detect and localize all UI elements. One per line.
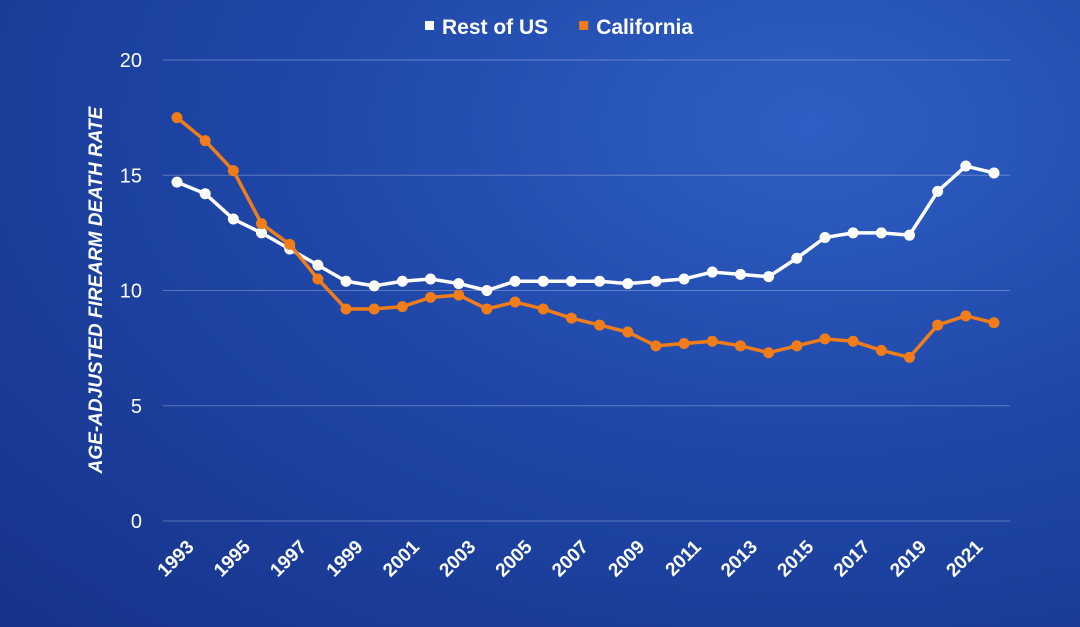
data-point: [819, 333, 831, 345]
legend-marker: [425, 21, 434, 30]
x-tick-label: 2021: [943, 536, 988, 581]
data-point: [988, 317, 1000, 329]
x-tick-label: 2013: [717, 537, 762, 582]
data-point: [875, 344, 887, 356]
y-tick-label: 20: [120, 50, 142, 72]
series-line: [176, 164, 995, 293]
data-point: [594, 275, 606, 287]
data-point: [650, 275, 662, 287]
data-point: [594, 319, 606, 331]
data-point: [960, 160, 972, 172]
data-point: [734, 268, 746, 280]
data-point: [706, 335, 718, 347]
series-0: [171, 160, 1000, 296]
y-axis-ticks: 0 5 10 15 20: [120, 50, 142, 533]
data-point: [622, 278, 634, 290]
y-axis-label: AGE-ADJUSTED FIREARM DEATH RATE: [86, 105, 107, 474]
x-tick-label: 2011: [662, 536, 706, 580]
legend-label: California: [596, 16, 693, 39]
data-point: [678, 273, 690, 285]
legend: Rest of US California: [425, 16, 693, 39]
data-point: [227, 213, 239, 225]
data-point: [763, 347, 775, 359]
data-point: [819, 231, 831, 243]
y-tick-label: 5: [131, 396, 142, 418]
data-point: [396, 275, 408, 287]
data-point: [171, 112, 183, 124]
data-point: [537, 275, 549, 287]
x-tick-label: 2017: [830, 537, 875, 582]
legend-label: Rest of US: [442, 16, 548, 39]
data-point: [622, 326, 634, 338]
data-point: [537, 303, 549, 315]
grid-lines: [163, 59, 1010, 522]
data-point: [903, 351, 915, 363]
data-point: [791, 340, 803, 352]
data-point: [481, 303, 493, 315]
data-point: [340, 303, 352, 315]
series-1: [171, 112, 1000, 363]
data-point: [481, 285, 493, 296]
x-tick-label: 1997: [266, 537, 311, 582]
data-point: [706, 266, 718, 278]
data-point: [256, 227, 268, 239]
data-point: [284, 238, 296, 250]
data-point: [763, 271, 775, 283]
x-tick-label: 2015: [774, 536, 819, 581]
data-point: [312, 273, 324, 285]
data-point: [565, 312, 577, 324]
data-point: [734, 340, 746, 352]
data-point: [199, 135, 211, 147]
data-point: [650, 340, 662, 352]
data-point: [340, 275, 352, 287]
data-point: [312, 259, 324, 271]
x-tick-label: 1999: [323, 537, 368, 582]
data-point: [875, 227, 887, 239]
data-point: [791, 252, 803, 264]
data-point: [368, 280, 380, 292]
data-point: [396, 301, 408, 313]
y-tick-label: 0: [131, 511, 142, 533]
series-lines: [171, 112, 1000, 363]
data-point: [847, 227, 859, 239]
data-point: [932, 319, 944, 331]
x-tick-label: 2007: [548, 537, 593, 582]
data-point: [368, 303, 380, 315]
data-point: [227, 165, 239, 177]
data-point: [565, 275, 577, 287]
data-point: [960, 310, 972, 322]
data-point: [425, 291, 437, 303]
x-tick-label: 2005: [492, 536, 537, 581]
y-tick-label: 10: [120, 281, 142, 303]
data-point: [903, 229, 915, 241]
data-point: [988, 167, 1000, 179]
data-point: [678, 338, 690, 350]
data-point: [847, 335, 859, 347]
x-tick-label: 2003: [436, 537, 481, 582]
data-point: [453, 278, 465, 290]
x-axis-ticks: 1993 1995 1997 1999 2001 2003 2005 2007 2009 2011…: [154, 536, 988, 581]
data-point: [199, 188, 211, 200]
data-point: [256, 218, 268, 230]
data-point: [932, 185, 944, 197]
data-point: [509, 275, 521, 287]
data-point: [425, 273, 437, 285]
x-tick-label: 2001: [379, 536, 424, 581]
data-point: [509, 296, 521, 308]
y-tick-label: 15: [120, 165, 142, 187]
legend-marker: [579, 21, 589, 30]
x-tick-label: 1993: [154, 537, 199, 582]
x-tick-label: 2019: [886, 537, 931, 582]
x-tick-label: 2009: [605, 537, 650, 582]
data-point: [171, 176, 183, 188]
x-tick-label: 1995: [210, 536, 255, 581]
series-line: [175, 116, 995, 360]
data-point: [453, 289, 465, 301]
